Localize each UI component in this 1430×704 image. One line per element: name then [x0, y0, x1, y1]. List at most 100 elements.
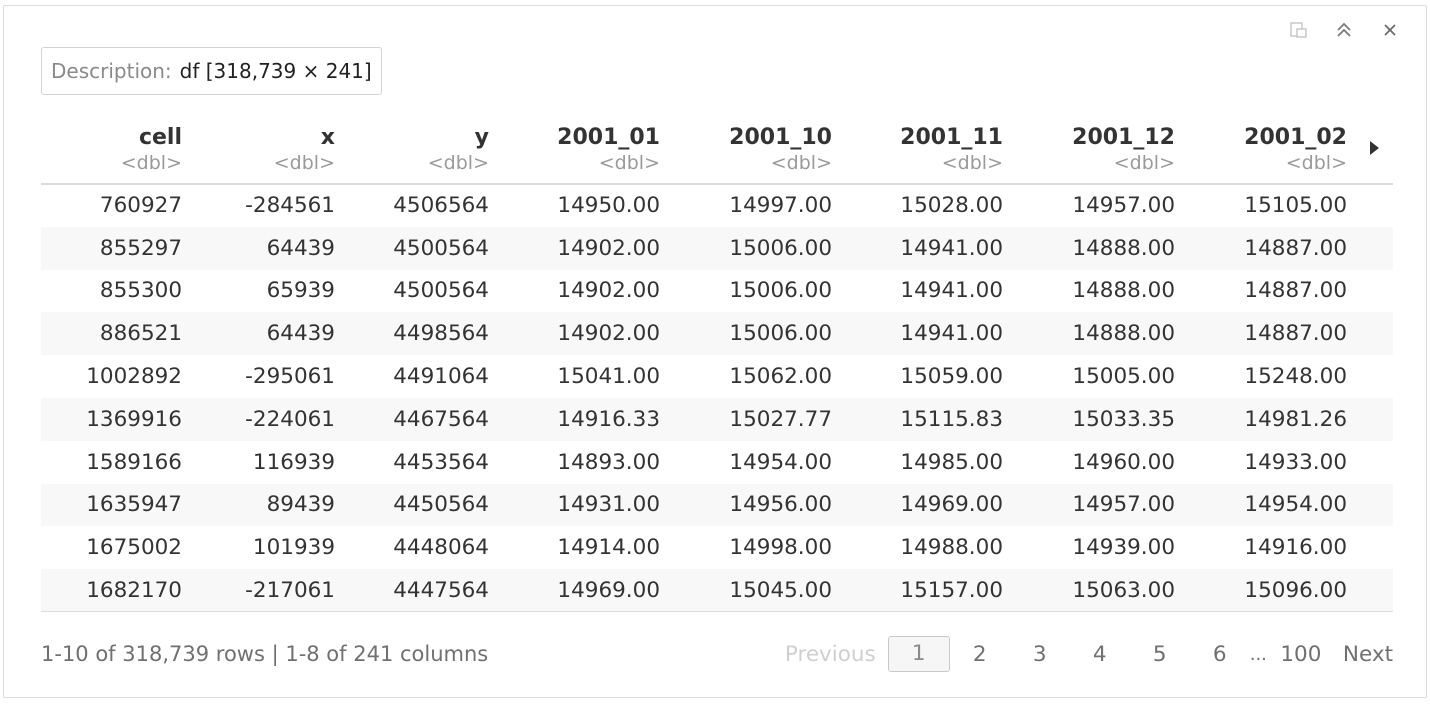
table-cell: 760927: [99, 193, 182, 219]
table-row: 1682170 -217061 4447564 14969.00 15045.00 151…: [41, 569, 1393, 612]
page-button-2[interactable]: 2: [972, 641, 987, 667]
column-header[interactable]: 2001_02 <dbl>: [1183, 116, 1355, 184]
column-name: 2001_02: [1244, 124, 1347, 150]
window-controls: [1288, 20, 1400, 40]
column-type: <dbl>: [770, 151, 832, 174]
table-cell: 14950.00: [557, 193, 660, 219]
data-viewer-panel: Description: df [318,739 × 241] cell <dbl…: [3, 5, 1427, 698]
table-cell: -284561: [245, 193, 335, 219]
table-cell: 14941.00: [900, 278, 1003, 304]
table-cell: 14960.00: [1072, 449, 1175, 475]
column-header[interactable]: 2001_11 <dbl>: [840, 116, 1011, 184]
table-cell: 15027.77: [729, 406, 832, 432]
table-cell: 116939: [252, 449, 335, 475]
table-cell: 14941.00: [900, 235, 1003, 261]
column-header[interactable]: 2001_12 <dbl>: [1011, 116, 1183, 184]
collapse-icon[interactable]: [1334, 20, 1354, 40]
table-cell: 14888.00: [1072, 321, 1175, 347]
table-cell: 14998.00: [729, 535, 832, 561]
description-label: Description:: [51, 59, 172, 83]
table-cell: 15045.00: [729, 577, 832, 603]
table-cell: 14888.00: [1072, 278, 1175, 304]
column-name: 2001_01: [557, 124, 660, 150]
table-cell: 15005.00: [1072, 364, 1175, 390]
table-cell: 1682170: [86, 577, 182, 603]
column-header[interactable]: y <dbl>: [343, 116, 497, 184]
table-cell: 15006.00: [729, 278, 832, 304]
table-cell: 855297: [99, 235, 182, 261]
table-cell: -217061: [245, 577, 335, 603]
table-row: 1369916 -224061 4467564 14916.33 15027.77 151…: [41, 397, 1393, 441]
column-header[interactable]: 2001_01 <dbl>: [497, 116, 668, 184]
previous-page-button[interactable]: Previous: [784, 641, 876, 667]
column-type: <dbl>: [598, 151, 660, 174]
table-cell: 14902.00: [557, 278, 660, 304]
column-header[interactable]: 2001_10 <dbl>: [668, 116, 840, 184]
description-value: df [318,739 × 241]: [179, 59, 372, 83]
table-cell: 14931.00: [557, 492, 660, 518]
column-type: <dbl>: [120, 151, 182, 174]
column-name: cell: [138, 124, 182, 150]
table-cell: 14887.00: [1244, 235, 1347, 261]
table-cell: 14954.00: [1244, 492, 1347, 518]
column-name: 2001_11: [900, 124, 1003, 150]
table-row: 1002892 -295061 4491064 15041.00 15062.00 150…: [41, 355, 1393, 398]
table-cell: 1369916: [86, 406, 182, 432]
table-cell: 14981.26: [1244, 406, 1347, 432]
page-button-1[interactable]: 1: [887, 636, 950, 672]
table-cell: 1589166: [86, 449, 182, 475]
header-row: cell <dbl> x <dbl> y <dbl> 2001_01 <dbl> 200…: [41, 116, 1393, 184]
page-button-6[interactable]: 6: [1212, 641, 1227, 667]
table-cell: 15157.00: [900, 577, 1003, 603]
table-row: 855297 64439 4500564 14902.00 15006.00 14941.…: [41, 226, 1393, 270]
table-cell: 14969.00: [900, 492, 1003, 518]
table-cell: 14941.00: [900, 321, 1003, 347]
table-cell: 14902.00: [557, 321, 660, 347]
table-row: 1589166 116939 4453564 14893.00 14954.00 1498…: [41, 441, 1393, 484]
column-header[interactable]: x <dbl>: [190, 116, 343, 184]
table-cell: 855300: [99, 278, 182, 304]
table-cell: 4450564: [393, 492, 489, 518]
table-cell: 14997.00: [729, 193, 832, 219]
page-button-4[interactable]: 4: [1092, 641, 1107, 667]
table-cell: 15063.00: [1072, 577, 1175, 603]
next-page-button[interactable]: Next: [1342, 641, 1393, 667]
column-type: <dbl>: [1285, 151, 1347, 174]
column-type: <dbl>: [273, 151, 335, 174]
caret-right-icon: [1370, 140, 1379, 155]
table-cell: 14916.00: [1244, 535, 1347, 561]
column-type: <dbl>: [1113, 151, 1175, 174]
next-columns-button[interactable]: [1355, 116, 1393, 184]
table-cell: 14957.00: [1072, 193, 1175, 219]
table-cell: 4506564: [393, 193, 489, 219]
table-cell: 14887.00: [1244, 321, 1347, 347]
table-cell: 886521: [99, 321, 182, 347]
close-icon[interactable]: [1380, 20, 1400, 40]
page-button-last[interactable]: 100: [1280, 641, 1322, 667]
pagination: Previous 1 2 3 4 5 6 ... 100 Next: [785, 636, 1393, 672]
popout-icon[interactable]: [1288, 20, 1308, 40]
table-cell: 14902.00: [557, 235, 660, 261]
table-cell: 14893.00: [557, 449, 660, 475]
table-cell: 15028.00: [900, 193, 1003, 219]
column-type: <dbl>: [941, 151, 1003, 174]
table-cell: 64439: [266, 235, 335, 261]
table-cell: 4453564: [393, 449, 489, 475]
table-cell: 1002892: [86, 364, 182, 390]
table-cell: 1675002: [86, 535, 182, 561]
column-header[interactable]: cell <dbl>: [41, 116, 190, 184]
table-cell: 14888.00: [1072, 235, 1175, 261]
table-cell: 4447564: [393, 577, 489, 603]
page-button-5[interactable]: 5: [1152, 641, 1167, 667]
table-row: 886521 64439 4498564 14902.00 15006.00 14941.…: [41, 312, 1393, 356]
table-cell: -224061: [245, 406, 335, 432]
table-cell: 15105.00: [1244, 193, 1347, 219]
table-cell: 4500564: [393, 235, 489, 261]
table-cell: 14969.00: [557, 577, 660, 603]
page-button-3[interactable]: 3: [1032, 641, 1047, 667]
table-cell: 15115.83: [900, 406, 1003, 432]
table-cell: 15096.00: [1244, 577, 1347, 603]
column-name: 2001_12: [1072, 124, 1175, 150]
table-cell: 14916.33: [557, 406, 660, 432]
table-cell: 14887.00: [1244, 278, 1347, 304]
